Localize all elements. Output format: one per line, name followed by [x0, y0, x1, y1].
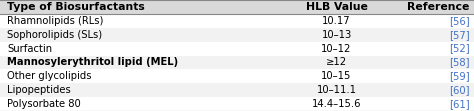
Text: Other glycolipids: Other glycolipids [7, 71, 91, 81]
Text: Rhamnolipids (RLs): Rhamnolipids (RLs) [7, 16, 103, 26]
Text: Mannosylerythritol lipid (MEL): Mannosylerythritol lipid (MEL) [7, 57, 178, 67]
Text: Lipopeptides: Lipopeptides [7, 85, 71, 95]
Bar [0, 14, 474, 28]
Text: ≥12: ≥12 [326, 57, 347, 67]
Text: 10–13: 10–13 [321, 30, 352, 40]
Text: 10–11.1: 10–11.1 [317, 85, 356, 95]
Text: [52]: [52] [448, 44, 469, 54]
Text: Surfactin: Surfactin [7, 44, 52, 54]
Bar [0, 28, 474, 42]
Text: [57]: [57] [448, 30, 469, 40]
Text: [61]: [61] [448, 99, 469, 109]
Text: Polysorbate 80: Polysorbate 80 [7, 99, 81, 109]
Bar [0, 69, 474, 83]
Text: 10–15: 10–15 [321, 71, 352, 81]
Bar [0, 97, 474, 111]
Text: Type of Biosurfactants: Type of Biosurfactants [7, 2, 145, 12]
Text: 14.4–15.6: 14.4–15.6 [312, 99, 361, 109]
Text: 10–12: 10–12 [321, 44, 352, 54]
Text: [56]: [56] [448, 16, 469, 26]
Bar [0, 83, 474, 97]
Text: [58]: [58] [449, 57, 469, 67]
Text: HLB Value: HLB Value [306, 2, 367, 12]
Text: [59]: [59] [448, 71, 469, 81]
Text: [60]: [60] [449, 85, 469, 95]
Bar [0, 56, 474, 69]
Text: Reference: Reference [407, 2, 469, 12]
Text: Sophorolipids (SLs): Sophorolipids (SLs) [7, 30, 102, 40]
Text: 10.17: 10.17 [322, 16, 351, 26]
Bar [0, 42, 474, 56]
Bar [0, 0, 474, 14]
